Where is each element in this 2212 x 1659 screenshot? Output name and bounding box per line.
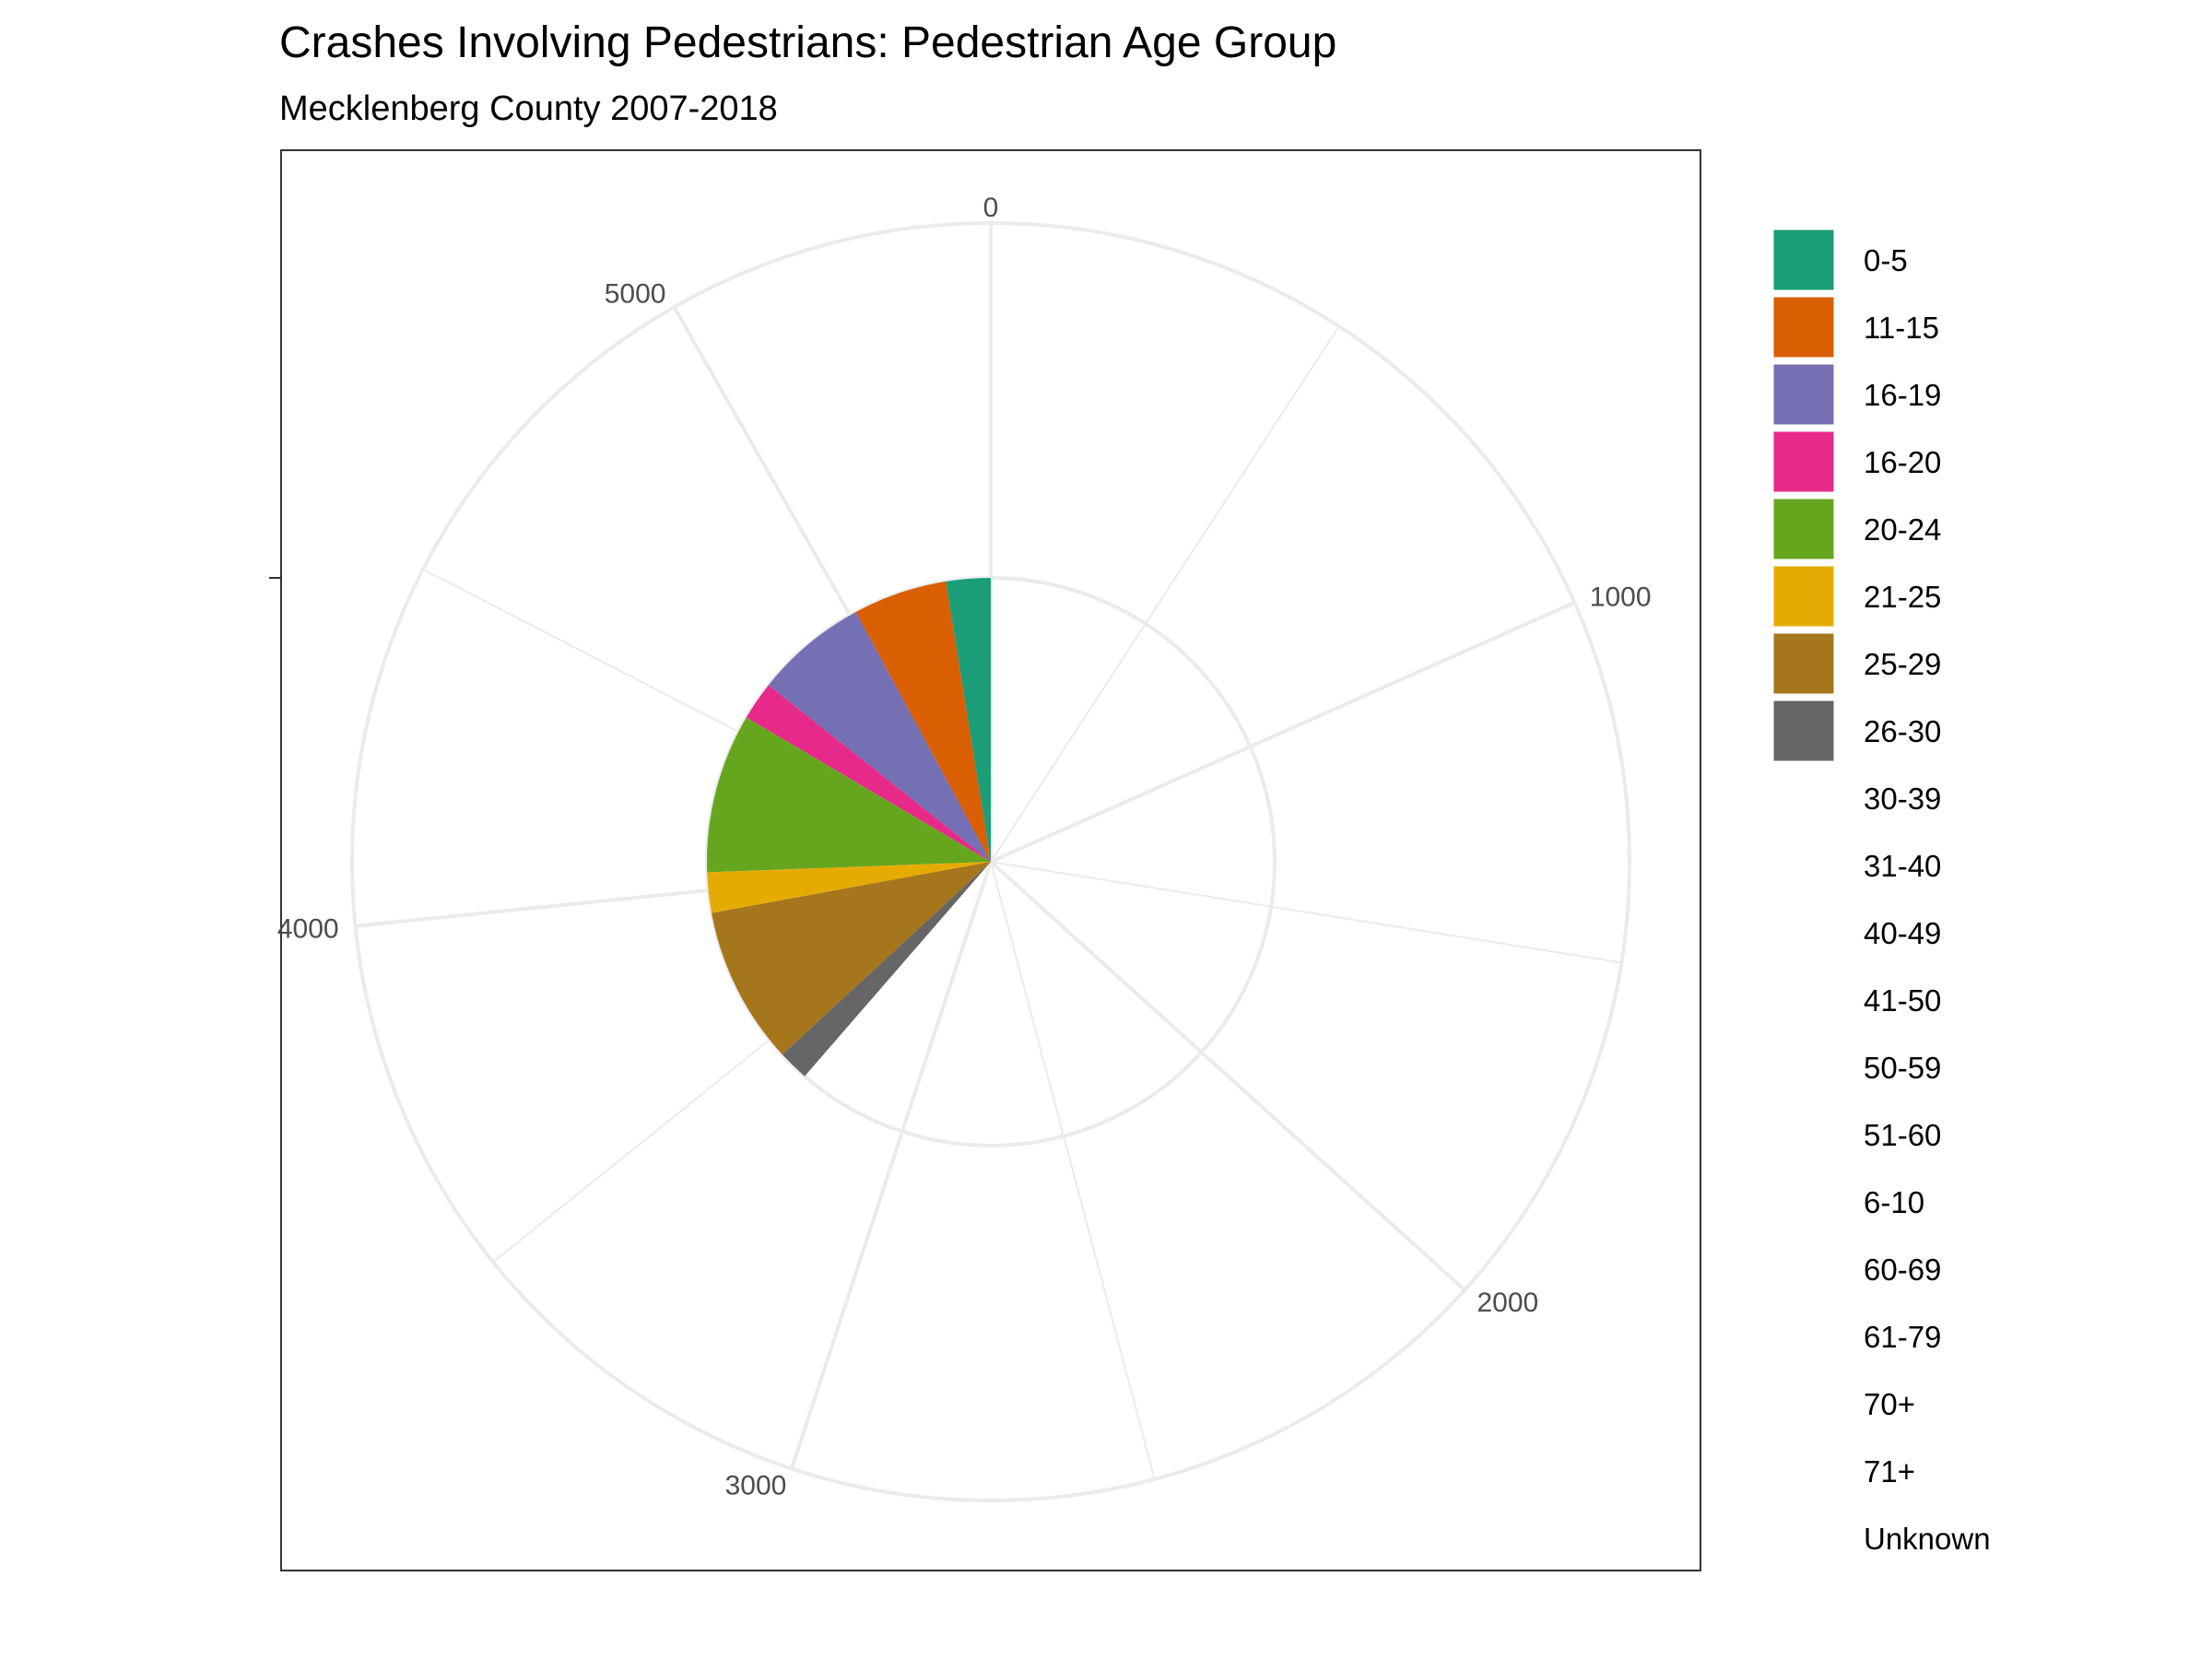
legend-label: 51-60	[1864, 1118, 1941, 1152]
slice-26-30	[782, 862, 991, 1077]
slice-20-24	[707, 717, 991, 873]
grid-spoke-minor	[990, 861, 1156, 1480]
grid-spoke-minor	[990, 861, 1622, 964]
legend-label: 40-49	[1864, 916, 1941, 950]
legend-key	[1771, 630, 1837, 697]
legend-label: 71+	[1864, 1454, 1915, 1488]
legend-label: 16-19	[1864, 378, 1941, 412]
slice-16-20	[746, 685, 991, 862]
legend-label: 30-39	[1864, 782, 1941, 816]
angle-tick-label: 0	[983, 193, 999, 223]
legend-label: 41-50	[1864, 983, 1941, 1018]
legend-label: 61-79	[1864, 1320, 1941, 1354]
grid-spoke-minor	[990, 325, 1340, 863]
legend-key	[1771, 294, 1837, 360]
legend-label: 50-59	[1864, 1051, 1941, 1085]
legend-key	[1771, 227, 1837, 293]
legend-label: 26-30	[1864, 714, 1941, 748]
legend-key	[1771, 361, 1837, 428]
slice-0-5	[946, 578, 991, 862]
slice-21-25	[707, 862, 991, 913]
grid-spoke-major	[790, 861, 993, 1470]
angle-tick-label: 4000	[277, 914, 339, 945]
legend-label: 70+	[1864, 1387, 1915, 1421]
grid-spoke-major	[990, 600, 1576, 864]
angle-tick-label: 5000	[605, 279, 666, 310]
slice-11-15	[855, 581, 991, 862]
angle-tick-label: 3000	[725, 1471, 787, 1501]
angle-tick-label: 1000	[1590, 582, 1652, 612]
legend-label: Unknown	[1864, 1522, 1991, 1556]
slice-16-19	[768, 612, 991, 862]
grid-spoke-major	[989, 860, 1466, 1292]
legend-label: 16-20	[1864, 445, 1941, 479]
angle-ticks: 0 1000 2000 3000 4000 5000	[277, 193, 1652, 1501]
legend-key	[1771, 563, 1837, 629]
legend-key	[1771, 698, 1837, 764]
slice-25-29	[712, 862, 991, 1055]
legend-key	[1771, 496, 1837, 562]
legend-label: 11-15	[1864, 311, 1939, 345]
legend-label: 31-40	[1864, 849, 1941, 883]
legend-label: 21-25	[1864, 580, 1941, 614]
angle-tick-label: 2000	[1477, 1288, 1538, 1318]
slices	[707, 578, 991, 1077]
legend-label: 0-5	[1864, 243, 1908, 277]
legend-label: 60-69	[1864, 1253, 1941, 1287]
chart-subtitle: Mecklenberg County 2007-2018	[279, 89, 778, 128]
legend-label: 25-29	[1864, 647, 1941, 681]
legend-label: 20-24	[1864, 512, 1941, 547]
legend-key	[1771, 429, 1837, 495]
chart-title: Crashes Involving Pedestrians: Pedestria…	[279, 18, 1336, 67]
legend-label: 6-10	[1864, 1185, 1924, 1219]
legend: 0-5 11-15 16-19 16-20 20-24 21-25 25-29 26-30 30…	[1771, 227, 1991, 1556]
